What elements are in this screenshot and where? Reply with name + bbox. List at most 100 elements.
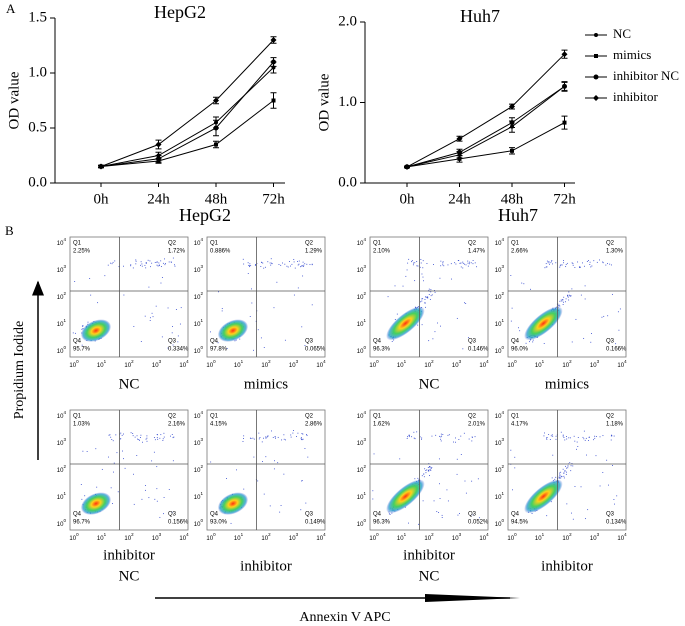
y-tick-label: 103 xyxy=(357,437,367,446)
dot xyxy=(589,263,591,265)
dot xyxy=(559,300,561,302)
plot-caption: inhibitor xyxy=(240,558,292,574)
dot xyxy=(471,440,473,442)
dot xyxy=(462,348,464,350)
dot xyxy=(457,514,459,516)
dot xyxy=(565,473,567,475)
dot xyxy=(283,473,285,475)
dot xyxy=(249,316,251,318)
dot xyxy=(81,344,83,346)
series xyxy=(98,36,277,170)
dot xyxy=(472,263,474,265)
dot xyxy=(422,298,424,300)
dot xyxy=(218,291,219,293)
dot xyxy=(163,436,165,438)
dot xyxy=(463,263,465,265)
dot xyxy=(584,298,586,300)
x-tick-label: 103 xyxy=(152,359,162,368)
tick-exponent: 4 xyxy=(200,410,203,415)
tick-exponent: 2 xyxy=(63,464,66,469)
x-tick-label: 103 xyxy=(452,532,462,541)
plot-caption: inhibitor xyxy=(541,558,593,574)
quadrant-label: Q2 xyxy=(305,414,314,420)
dot xyxy=(572,465,574,467)
tick-exponent: 3 xyxy=(200,437,203,442)
dot xyxy=(550,435,552,437)
x-tick-label: 104 xyxy=(179,359,189,368)
tick-base: 10 xyxy=(495,322,502,328)
dot xyxy=(168,489,170,490)
dot xyxy=(303,265,305,267)
y-tick-label: 104 xyxy=(357,237,367,246)
y-tick-label: 102 xyxy=(495,464,505,473)
dot xyxy=(149,320,151,321)
dot xyxy=(167,307,169,309)
dot xyxy=(440,433,442,435)
dot xyxy=(462,262,464,264)
dot xyxy=(147,259,149,261)
dot xyxy=(559,472,561,474)
dot xyxy=(260,266,262,267)
dot xyxy=(555,438,557,440)
dot xyxy=(286,265,288,267)
tick-exponent: 1 xyxy=(542,532,545,537)
x-tick-label: 101 xyxy=(535,359,545,368)
dot xyxy=(304,448,306,449)
dot xyxy=(297,260,298,262)
dot xyxy=(172,437,174,439)
line xyxy=(100,100,274,167)
dot xyxy=(160,282,162,284)
marker xyxy=(213,97,219,104)
x-tick-label: 72h xyxy=(262,191,285,207)
dot xyxy=(130,265,132,267)
dot xyxy=(460,454,462,455)
dot xyxy=(263,437,264,439)
dot xyxy=(585,437,587,439)
marker xyxy=(594,33,598,37)
dot xyxy=(566,467,567,469)
dot xyxy=(302,265,303,267)
dot xyxy=(571,341,573,343)
dot xyxy=(411,436,413,438)
tick-base: 10 xyxy=(479,536,486,542)
dot xyxy=(242,441,244,442)
dot xyxy=(144,485,146,487)
dot xyxy=(610,264,612,266)
dot xyxy=(603,315,605,317)
dot xyxy=(432,338,434,340)
x-tick-label: 103 xyxy=(452,359,462,368)
dot xyxy=(617,311,619,313)
dot xyxy=(141,263,143,265)
marker xyxy=(509,103,515,110)
dot xyxy=(454,262,456,264)
dot xyxy=(431,467,433,468)
dot xyxy=(450,263,452,265)
tick-base: 10 xyxy=(495,414,502,420)
dot xyxy=(579,267,581,268)
line xyxy=(100,67,274,167)
tick-exponent: 1 xyxy=(404,359,407,364)
dot xyxy=(250,438,252,439)
tick-base: 10 xyxy=(194,268,201,274)
dot xyxy=(285,439,286,441)
plot-caption: mimics xyxy=(244,376,288,392)
dot xyxy=(413,437,415,439)
dot xyxy=(135,260,137,262)
flow-plot: Q14.15%Q22.86%Q30.149%Q493.0%10010010110… xyxy=(194,409,326,574)
x-tick-label: 101 xyxy=(97,359,107,368)
density xyxy=(524,479,563,514)
flow-title: HepG2 xyxy=(179,205,231,225)
tick-base: 10 xyxy=(562,536,569,542)
quadrant-percent: 2.25% xyxy=(73,249,91,255)
dot xyxy=(249,437,251,439)
x-tick-label: 100 xyxy=(69,532,79,541)
dot xyxy=(242,258,244,260)
tick-exponent: 4 xyxy=(186,359,189,364)
y-tick-label: 102 xyxy=(357,291,367,300)
density xyxy=(386,306,425,341)
dot xyxy=(514,456,516,458)
dot xyxy=(409,434,410,436)
dot xyxy=(465,492,467,494)
dot xyxy=(468,337,469,339)
dot xyxy=(594,437,596,439)
